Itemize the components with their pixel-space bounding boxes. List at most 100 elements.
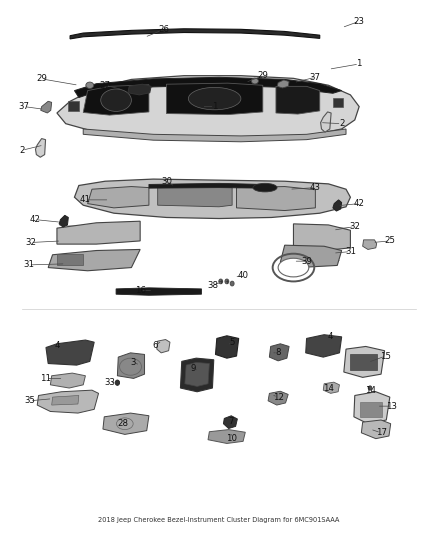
Polygon shape (344, 346, 385, 377)
Polygon shape (215, 336, 239, 358)
Polygon shape (35, 139, 46, 157)
Polygon shape (180, 358, 214, 392)
Polygon shape (74, 179, 350, 219)
Text: 9: 9 (190, 365, 195, 373)
Text: 1: 1 (212, 102, 217, 111)
Polygon shape (185, 362, 209, 386)
Polygon shape (117, 353, 145, 378)
Polygon shape (280, 245, 342, 268)
Polygon shape (57, 76, 359, 140)
Polygon shape (354, 392, 390, 424)
Text: 11: 11 (40, 374, 52, 383)
Text: 13: 13 (386, 402, 398, 410)
Text: 40: 40 (237, 271, 249, 280)
Text: 1: 1 (357, 60, 362, 68)
Text: 2: 2 (339, 119, 344, 128)
Text: 33: 33 (104, 378, 115, 387)
FancyBboxPatch shape (57, 254, 83, 265)
Text: 38: 38 (207, 281, 218, 289)
Polygon shape (37, 390, 99, 413)
Ellipse shape (219, 279, 223, 284)
Polygon shape (41, 101, 52, 113)
Ellipse shape (188, 87, 241, 110)
Text: 14: 14 (323, 384, 334, 392)
Text: 42: 42 (29, 215, 41, 224)
Ellipse shape (253, 183, 277, 192)
Polygon shape (223, 416, 237, 429)
Polygon shape (88, 187, 149, 208)
Text: 6: 6 (153, 341, 158, 350)
FancyBboxPatch shape (68, 101, 79, 111)
Text: 2: 2 (19, 146, 25, 155)
Text: 39: 39 (301, 257, 312, 265)
FancyBboxPatch shape (350, 354, 377, 370)
Text: 32: 32 (349, 222, 360, 231)
Text: 28: 28 (117, 419, 128, 428)
Polygon shape (208, 430, 245, 443)
Text: 31: 31 (23, 261, 34, 269)
FancyBboxPatch shape (360, 402, 382, 417)
Text: 32: 32 (25, 238, 36, 247)
Polygon shape (333, 200, 342, 211)
Text: 29: 29 (258, 71, 268, 80)
Text: 25: 25 (384, 237, 396, 245)
Polygon shape (323, 382, 339, 393)
Text: 16: 16 (134, 286, 146, 295)
Text: 14: 14 (364, 386, 376, 394)
Polygon shape (269, 344, 289, 361)
FancyBboxPatch shape (333, 98, 343, 107)
Text: 41: 41 (80, 196, 91, 204)
Polygon shape (306, 335, 342, 357)
Text: 5: 5 (230, 338, 235, 346)
Polygon shape (293, 224, 350, 251)
Polygon shape (237, 187, 315, 211)
Text: 42: 42 (353, 199, 365, 208)
Text: 43: 43 (310, 183, 321, 192)
Text: 17: 17 (375, 429, 387, 437)
Text: 26: 26 (159, 25, 170, 34)
Polygon shape (59, 215, 68, 227)
Ellipse shape (115, 380, 120, 385)
Polygon shape (149, 183, 263, 188)
Polygon shape (46, 340, 94, 365)
Text: 8: 8 (276, 349, 281, 357)
Polygon shape (70, 29, 320, 39)
Polygon shape (74, 77, 342, 98)
Text: 4: 4 (54, 341, 60, 350)
Polygon shape (48, 249, 140, 271)
Polygon shape (116, 288, 201, 295)
Ellipse shape (368, 386, 372, 390)
Polygon shape (363, 240, 377, 249)
Ellipse shape (230, 281, 234, 286)
Polygon shape (83, 85, 149, 115)
Text: 7: 7 (229, 417, 234, 425)
Polygon shape (166, 83, 263, 115)
Text: 2018 Jeep Cherokee Bezel-Instrument Cluster Diagram for 6MC901SAAA: 2018 Jeep Cherokee Bezel-Instrument Clus… (98, 518, 340, 523)
Polygon shape (103, 413, 149, 434)
Ellipse shape (251, 78, 258, 84)
Text: 3: 3 (131, 358, 136, 367)
Polygon shape (83, 129, 346, 142)
Text: 15: 15 (380, 352, 391, 360)
Text: 37: 37 (310, 73, 321, 82)
Text: 23: 23 (353, 17, 365, 26)
Text: 29: 29 (36, 75, 47, 83)
Polygon shape (158, 187, 232, 207)
Polygon shape (157, 340, 170, 353)
Text: 10: 10 (226, 434, 237, 442)
Ellipse shape (101, 89, 131, 111)
Polygon shape (268, 391, 288, 405)
Polygon shape (321, 112, 331, 132)
Text: 35: 35 (24, 397, 35, 405)
Text: 37: 37 (18, 102, 30, 111)
Polygon shape (276, 86, 320, 114)
Polygon shape (128, 84, 151, 95)
Polygon shape (52, 395, 79, 405)
Text: 12: 12 (272, 393, 284, 401)
Text: 31: 31 (345, 247, 356, 256)
Polygon shape (50, 373, 85, 388)
Ellipse shape (86, 82, 94, 88)
Polygon shape (361, 420, 391, 439)
Polygon shape (57, 221, 140, 244)
Ellipse shape (278, 258, 309, 277)
